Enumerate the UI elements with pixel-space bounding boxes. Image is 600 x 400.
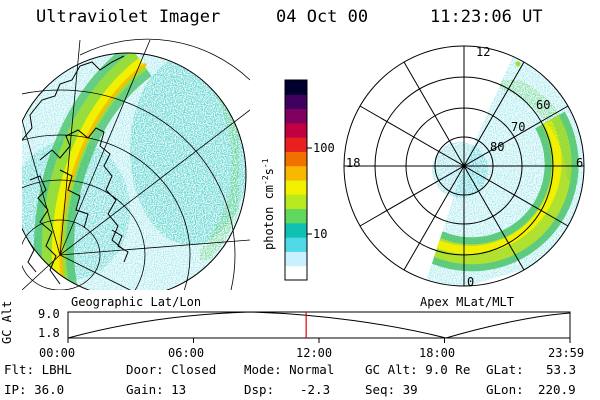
altitude-plot bbox=[67, 311, 571, 343]
mlt-label-6: 6 bbox=[576, 156, 584, 170]
colorbar-band bbox=[285, 251, 307, 267]
colorbar-band bbox=[285, 194, 307, 210]
geographic-image bbox=[22, 40, 250, 290]
gc-altitude: GC Alt: 9.0 Re bbox=[365, 362, 471, 377]
x-tick-1800: 18:00 bbox=[419, 346, 456, 360]
x-tick-0000: 00:00 bbox=[39, 346, 76, 360]
colorbar-band bbox=[285, 122, 307, 138]
observation-time: 11:23:06 UT bbox=[430, 7, 543, 27]
apex-image bbox=[343, 45, 585, 287]
mode-value: Mode: Normal bbox=[244, 362, 335, 377]
mlt-label-0: 0 bbox=[467, 275, 475, 289]
altitude-y-min: 1.8 bbox=[38, 326, 60, 340]
colorbar-band bbox=[285, 94, 307, 110]
instrument-title: Ultraviolet Imager bbox=[36, 7, 221, 27]
x-tick-1200: 12:00 bbox=[296, 346, 333, 360]
colorbar-band bbox=[285, 137, 307, 152]
mlt-label-12: 12 bbox=[476, 45, 491, 59]
apex-caption: Apex MLat/MLT bbox=[420, 295, 514, 309]
colorbar-band bbox=[285, 265, 307, 281]
colorbar bbox=[284, 79, 312, 281]
door-status: Door: Closed bbox=[126, 362, 217, 377]
colorbar-tick-10: 10 bbox=[313, 227, 328, 241]
mlt-label-18: 18 bbox=[346, 156, 361, 170]
x-tick-0600: 06:00 bbox=[168, 346, 205, 360]
filter-value: Flt: LBHL bbox=[4, 362, 72, 377]
colorbar-tick-100: 100 bbox=[313, 141, 335, 155]
glat-value: 53.3 bbox=[546, 362, 577, 377]
dsp-label: Dsp: bbox=[244, 382, 275, 397]
colorbar-band bbox=[285, 151, 307, 167]
mlat-label-70: 70 bbox=[511, 120, 526, 134]
altitude-y-max: 9.0 bbox=[38, 307, 60, 321]
glon-value: 220.9 bbox=[538, 382, 576, 397]
gain-value: Gain: 13 bbox=[126, 382, 187, 397]
colorbar-band bbox=[285, 222, 307, 238]
dsp-value: -2.3 bbox=[300, 382, 331, 397]
x-tick-2359: 23:59 bbox=[548, 346, 585, 360]
colorbar-band bbox=[285, 80, 307, 95]
mlat-label-60: 60 bbox=[536, 98, 551, 112]
colorbar-band bbox=[285, 237, 307, 252]
ip-value: IP: 36.0 bbox=[4, 382, 65, 397]
observation-date: 04 Oct 00 bbox=[276, 7, 369, 27]
colorbar-band bbox=[285, 108, 307, 124]
colorbar-unit-label: photon cm-2s-1 bbox=[261, 158, 276, 250]
altitude-y-label: GC Alt bbox=[0, 300, 14, 344]
colorbar-band bbox=[285, 208, 307, 224]
mlat-label-80: 80 bbox=[490, 140, 505, 154]
sequence-number: Seq: 39 bbox=[365, 382, 418, 397]
geographic-caption: Geographic Lat/Lon bbox=[71, 295, 202, 309]
glon-label: GLon: bbox=[486, 382, 524, 397]
glat-label: GLat: bbox=[486, 362, 524, 377]
colorbar-band bbox=[285, 165, 307, 181]
colorbar-band bbox=[285, 180, 307, 195]
